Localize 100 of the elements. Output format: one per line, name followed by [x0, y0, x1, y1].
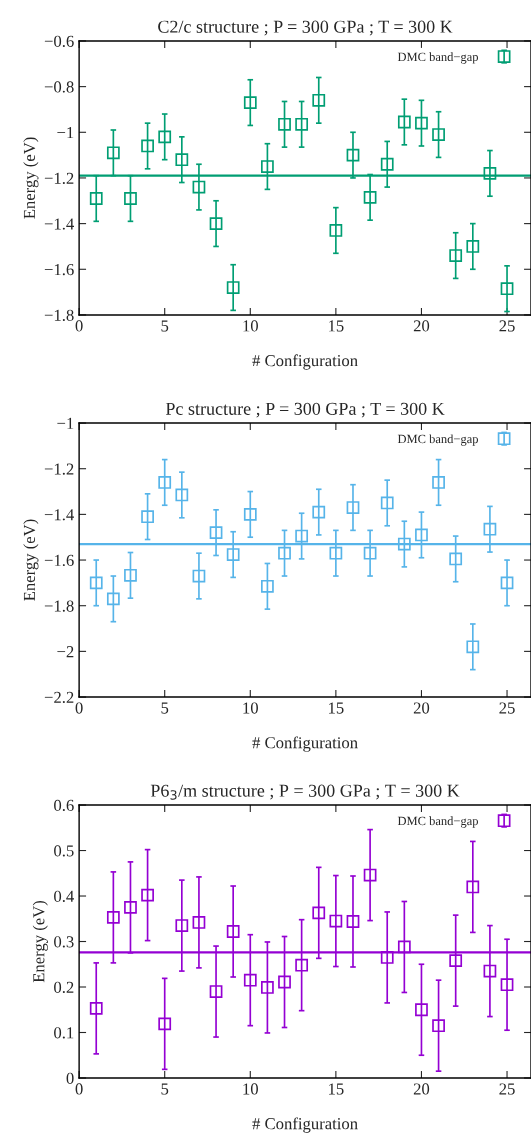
- point: [226, 925, 240, 938]
- point: [329, 914, 343, 928]
- point: [141, 888, 154, 902]
- x-tick-label: 10: [243, 1083, 258, 1095]
- x-tick-label: 15: [329, 320, 344, 332]
- point: [278, 975, 291, 989]
- point: [295, 958, 309, 972]
- x-tick-label: 15: [329, 1083, 344, 1095]
- point: [243, 973, 257, 987]
- point: [466, 640, 480, 654]
- point: [329, 224, 343, 237]
- y-axis-title: Energy (eV): [23, 519, 39, 601]
- y-tick-label: 0.6: [54, 799, 74, 812]
- chart-title: C2/c structure ; P = 300 GPa ; T = 300 K: [158, 20, 453, 36]
- point: [209, 985, 223, 998]
- point: [175, 488, 189, 502]
- point: [380, 157, 394, 171]
- point: [380, 496, 394, 510]
- point: [158, 1017, 172, 1031]
- point: [397, 940, 411, 954]
- point: [483, 166, 497, 180]
- y-tick-label: −1: [57, 417, 74, 429]
- y-tick-label: −1.8: [44, 309, 74, 321]
- point: [483, 964, 497, 978]
- point: [226, 281, 240, 294]
- point: [432, 128, 445, 141]
- point: [89, 1001, 103, 1015]
- y-tick-label: 0.4: [54, 890, 74, 903]
- y-tick-label: −1.6: [44, 264, 74, 276]
- x-axis-title: # Configuration: [252, 1117, 358, 1133]
- point: [261, 579, 274, 593]
- x-tick-label: 20: [413, 1083, 430, 1095]
- point: [192, 180, 206, 194]
- point: [243, 507, 257, 521]
- point: [209, 526, 223, 540]
- point: [312, 93, 326, 107]
- y-tick-label: −1.4: [44, 509, 74, 521]
- point: [141, 510, 154, 524]
- y-tick-label: 0.2: [54, 981, 74, 994]
- x-tick-label: 20: [413, 702, 430, 714]
- point: [89, 576, 103, 590]
- point: [175, 919, 189, 932]
- legend-label: DMC band−gap: [397, 816, 479, 828]
- y-tick-label: 0: [66, 1072, 74, 1084]
- point: [261, 160, 274, 173]
- chart-title: Pc structure ; P = 300 GPa ; T = 300 K: [165, 402, 445, 418]
- point: [466, 880, 480, 894]
- point: [89, 192, 103, 205]
- x-tick-label: 5: [161, 702, 169, 714]
- y-tick-label: −0.8: [44, 81, 74, 93]
- point: [500, 978, 514, 992]
- y-axis-title: Energy (eV): [32, 900, 48, 983]
- x-axis-title: # Configuration: [252, 354, 358, 370]
- y-tick-label: −2.2: [44, 691, 74, 704]
- y-tick-label: −1.6: [44, 554, 74, 567]
- y-tick-label: −2: [57, 646, 74, 658]
- point: [449, 249, 463, 262]
- point: [175, 153, 189, 167]
- point: [141, 139, 154, 153]
- x-tick-label: 5: [161, 320, 169, 332]
- point: [209, 217, 223, 231]
- point: [329, 546, 343, 560]
- y-tick-label: 0.5: [54, 845, 74, 857]
- point: [158, 476, 172, 489]
- point: [312, 906, 326, 920]
- point: [278, 546, 291, 560]
- point: [363, 546, 377, 560]
- x-tick-label: 0: [75, 320, 83, 332]
- legend-label: DMC band−gap: [397, 52, 479, 64]
- point: [449, 954, 463, 968]
- point: [226, 548, 240, 561]
- y-tick-label: 0.1: [54, 1027, 74, 1039]
- x-tick-label: 15: [329, 702, 344, 714]
- point: [432, 1019, 445, 1033]
- y-tick-label: −1.8: [44, 600, 74, 612]
- point: [415, 1003, 428, 1017]
- y-tick-label: 0.3: [54, 936, 74, 948]
- point: [192, 569, 206, 583]
- legend-label: DMC band−gap: [397, 434, 479, 446]
- point: [124, 192, 137, 205]
- point: [278, 117, 291, 131]
- x-tick-label: 25: [499, 1083, 515, 1095]
- point: [261, 981, 274, 994]
- point: [432, 476, 445, 489]
- point: [106, 592, 120, 606]
- y-tick-label: −1.2: [44, 172, 74, 184]
- x-tick-label: 10: [243, 320, 258, 332]
- point: [124, 568, 137, 582]
- point: [397, 537, 411, 551]
- point: [466, 240, 480, 253]
- point: [295, 117, 309, 131]
- y-tick-label: −1.4: [44, 218, 74, 230]
- chart-title: P6$_{3}$/m structure ; P = 300 GPa ; T = 300 K: [150, 784, 460, 800]
- point: [243, 96, 257, 109]
- x-tick-label: 25: [499, 702, 515, 714]
- point: [363, 190, 377, 204]
- point: [346, 501, 360, 514]
- point: [312, 505, 326, 519]
- point: [483, 522, 497, 536]
- point: [346, 915, 360, 928]
